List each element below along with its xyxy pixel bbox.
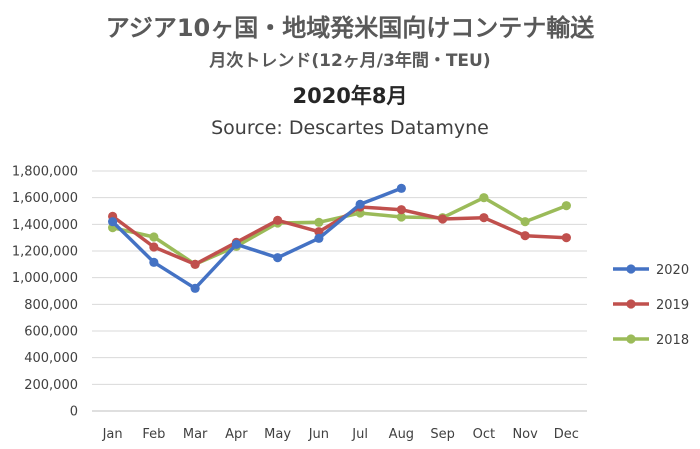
chart-source: Source: Descartes Datamyne bbox=[211, 117, 489, 139]
data-point-2020 bbox=[149, 257, 159, 267]
chart-subtitle: 月次トレンド(12ヶ月/3年間・TEU) bbox=[209, 51, 491, 71]
data-point-2019 bbox=[396, 205, 406, 215]
legend-marker-2019 bbox=[626, 299, 636, 309]
data-point-2018 bbox=[561, 201, 571, 211]
data-point-2020 bbox=[396, 183, 406, 193]
series-line-2020 bbox=[110, 186, 404, 291]
data-point-2019 bbox=[149, 242, 159, 252]
x-tick-label: May bbox=[264, 427, 291, 442]
data-point-2018 bbox=[149, 232, 159, 242]
data-point-2018 bbox=[479, 193, 489, 203]
y-tick-label: 1,800,000 bbox=[12, 165, 78, 180]
y-tick-label: 400,000 bbox=[24, 351, 78, 366]
data-point-2019 bbox=[520, 231, 530, 241]
data-point-2020 bbox=[231, 239, 241, 249]
data-point-2019 bbox=[190, 259, 200, 269]
x-tick-label: Aug bbox=[389, 427, 414, 442]
legend-label-2019: 2019 bbox=[656, 298, 689, 313]
x-tick-label: Jan bbox=[102, 427, 123, 442]
x-tick-label: Nov bbox=[512, 427, 538, 442]
data-point-2019 bbox=[273, 215, 283, 225]
x-tick-label: Jun bbox=[308, 427, 329, 442]
legend-label-2020: 2020 bbox=[656, 263, 689, 278]
x-tick-label: Apr bbox=[225, 427, 248, 442]
x-tick-label: Dec bbox=[554, 427, 579, 442]
y-tick-label: 1,200,000 bbox=[12, 245, 78, 260]
data-point-2020 bbox=[273, 253, 283, 263]
chart-title: アジア10ヶ国・地域発米国向けコンテナ輸送 bbox=[105, 14, 595, 42]
data-point-2020 bbox=[190, 283, 200, 293]
x-tick-label: Jul bbox=[351, 427, 368, 442]
x-tick-label: Mar bbox=[183, 427, 208, 442]
y-tick-label: 800,000 bbox=[24, 298, 78, 313]
y-tick-label: 0 bbox=[70, 405, 78, 420]
data-point-2019 bbox=[438, 214, 448, 224]
data-point-2020 bbox=[355, 199, 365, 209]
data-point-2018 bbox=[396, 212, 406, 222]
y-tick-label: 1,600,000 bbox=[12, 191, 78, 206]
legend-marker-2018 bbox=[626, 334, 636, 344]
legend-marker-2020 bbox=[626, 264, 636, 274]
data-point-2019 bbox=[314, 227, 324, 237]
data-point-2019 bbox=[479, 213, 489, 223]
data-point-2020 bbox=[314, 233, 324, 243]
data-point-2019 bbox=[561, 233, 571, 243]
chart-period: 2020年8月 bbox=[292, 84, 408, 108]
x-tick-label: Oct bbox=[473, 427, 495, 442]
y-tick-label: 200,000 bbox=[24, 378, 78, 393]
data-point-2020 bbox=[108, 217, 118, 227]
legend-label-2018: 2018 bbox=[656, 333, 689, 348]
x-tick-label: Sep bbox=[430, 427, 455, 442]
data-point-2018 bbox=[314, 217, 324, 227]
data-point-2018 bbox=[520, 217, 530, 227]
y-tick-label: 1,400,000 bbox=[12, 218, 78, 233]
x-tick-label: Feb bbox=[142, 427, 165, 442]
y-tick-label: 1,000,000 bbox=[12, 271, 78, 286]
y-tick-label: 600,000 bbox=[24, 325, 78, 340]
series-line-2018 bbox=[110, 195, 569, 267]
